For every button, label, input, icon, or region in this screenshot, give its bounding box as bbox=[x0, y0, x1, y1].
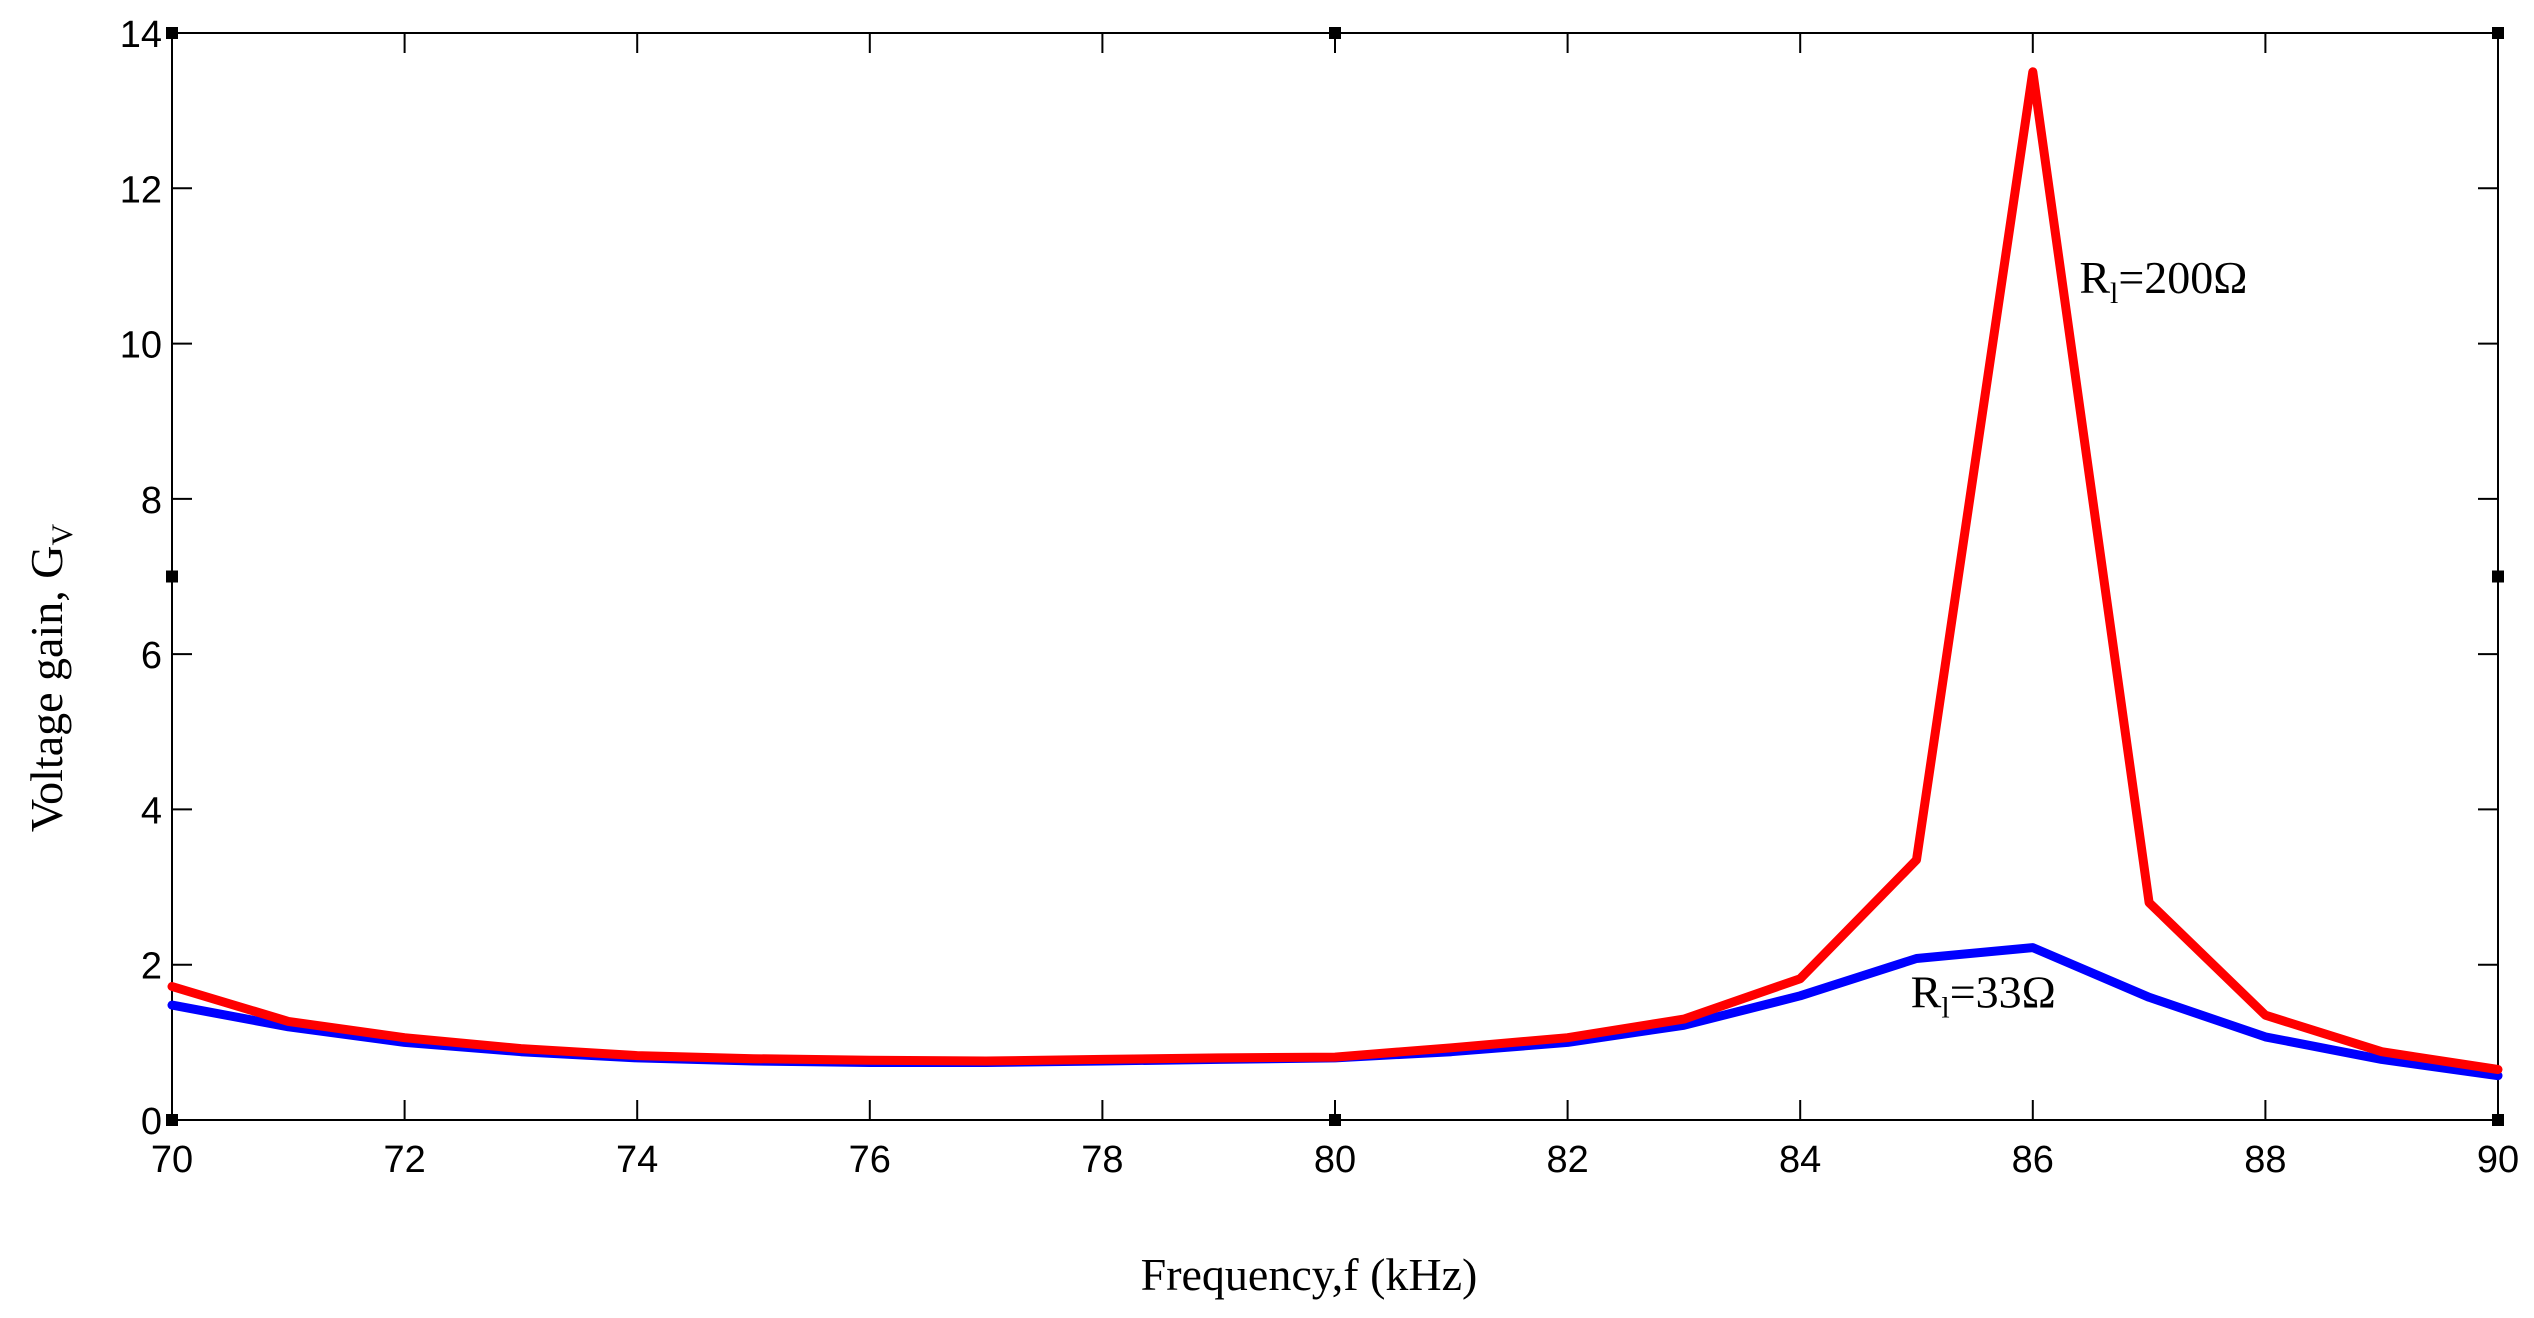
y-axis-title-main: Voltage gain, G bbox=[21, 546, 72, 833]
frame-handle bbox=[166, 1114, 178, 1126]
plot-frame bbox=[171, 32, 2499, 1121]
x-tick-label: 76 bbox=[849, 1139, 891, 1181]
y-tick-label: 10 bbox=[120, 325, 162, 367]
x-tick-label: 86 bbox=[2012, 1139, 2054, 1181]
frame-handles bbox=[166, 27, 2504, 1126]
frame-handle bbox=[1329, 27, 1341, 39]
y-tick-label: 8 bbox=[141, 480, 162, 522]
x-tick-label: 90 bbox=[2477, 1139, 2519, 1181]
annotation-rl-200-subscript: l bbox=[2110, 277, 2118, 310]
series-layer bbox=[167, 67, 2503, 1081]
x-tick-label: 84 bbox=[1779, 1139, 1821, 1181]
y-tick-label: 2 bbox=[141, 946, 162, 988]
x-tick-label: 70 bbox=[151, 1139, 193, 1181]
annotation-rl-200: Rl=200Ω bbox=[2079, 252, 2247, 310]
y-tick-label: 4 bbox=[141, 790, 162, 832]
x-tick-label: 82 bbox=[1546, 1139, 1588, 1181]
annotation-rl-33: Rl=33Ω bbox=[1911, 966, 2056, 1024]
annotation-rl-200-prefix: R bbox=[2079, 252, 2110, 303]
annotation-rl-33-subscript: l bbox=[1941, 991, 1949, 1024]
axis-ticks: 70 72 74 76 78 80 82 84 86 88 90 0 2 4 6 8 10 12 14 bbox=[120, 14, 2519, 1181]
y-tick-label: 0 bbox=[141, 1101, 162, 1143]
y-axis-title-subscript: V bbox=[46, 524, 79, 546]
x-tick-label: 78 bbox=[1081, 1139, 1123, 1181]
y-tick-label: 14 bbox=[120, 14, 162, 56]
series-line-rl-200 bbox=[167, 67, 2503, 1074]
y-axis-title: Voltage gain, GV bbox=[21, 524, 79, 833]
y-tick-label: 6 bbox=[141, 635, 162, 677]
x-axis-title: Frequency,f (kHz) bbox=[1141, 1249, 1478, 1300]
frame-handle bbox=[166, 570, 178, 583]
frame-handle bbox=[2492, 1114, 2504, 1126]
frame-handle bbox=[1329, 1114, 1341, 1126]
x-tick-label: 74 bbox=[616, 1139, 658, 1181]
annotation-rl-33-prefix: R bbox=[1911, 966, 1942, 1017]
frame-handle bbox=[2492, 570, 2504, 583]
annotation-rl-33-value: =33Ω bbox=[1950, 966, 2056, 1017]
x-tick-label: 72 bbox=[383, 1139, 425, 1181]
plot-border bbox=[171, 32, 2499, 1121]
annotation-rl-200-value: =200Ω bbox=[2118, 252, 2247, 303]
frame-handle bbox=[166, 27, 178, 39]
frame-handle bbox=[2492, 27, 2504, 39]
x-tick-label: 88 bbox=[2244, 1139, 2286, 1181]
x-tick-label: 80 bbox=[1314, 1139, 1356, 1181]
y-tick-label: 12 bbox=[120, 169, 162, 211]
